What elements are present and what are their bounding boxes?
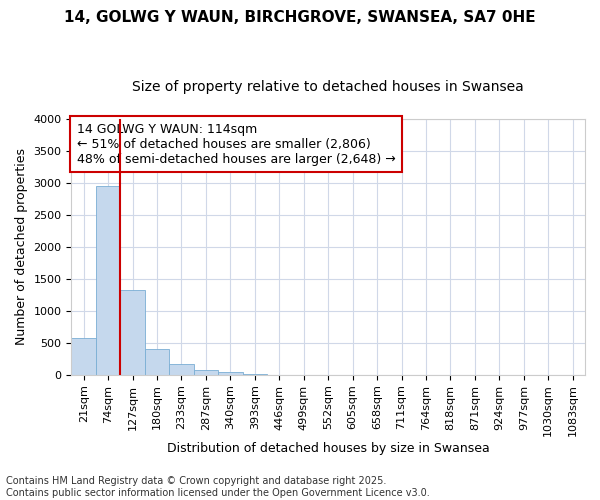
Y-axis label: Number of detached properties: Number of detached properties [15, 148, 28, 346]
Text: 14 GOLWG Y WAUN: 114sqm
← 51% of detached houses are smaller (2,806)
48% of semi: 14 GOLWG Y WAUN: 114sqm ← 51% of detache… [77, 122, 395, 166]
Bar [218, 372, 242, 375]
X-axis label: Distribution of detached houses by size in Swansea: Distribution of detached houses by size … [167, 442, 490, 455]
Bar [242, 374, 267, 375]
Bar [121, 290, 145, 375]
Bar [145, 348, 169, 375]
Bar [169, 364, 194, 375]
Bar [96, 186, 121, 375]
Title: Size of property relative to detached houses in Swansea: Size of property relative to detached ho… [133, 80, 524, 94]
Bar [71, 338, 96, 375]
Bar [194, 370, 218, 375]
Text: Contains HM Land Registry data © Crown copyright and database right 2025.
Contai: Contains HM Land Registry data © Crown c… [6, 476, 430, 498]
Text: 14, GOLWG Y WAUN, BIRCHGROVE, SWANSEA, SA7 0HE: 14, GOLWG Y WAUN, BIRCHGROVE, SWANSEA, S… [64, 10, 536, 25]
